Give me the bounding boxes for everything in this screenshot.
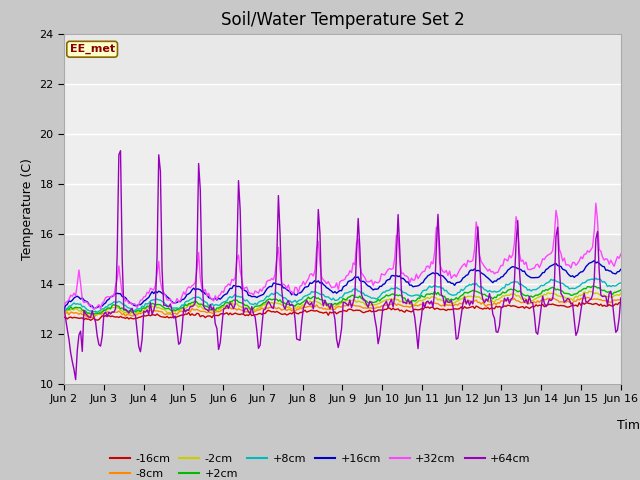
Y-axis label: Temperature (C): Temperature (C) (20, 158, 34, 260)
Legend: -16cm, -8cm, -2cm, +2cm, +8cm, +16cm, +32cm, +64cm: -16cm, -8cm, -2cm, +2cm, +8cm, +16cm, +3… (105, 449, 535, 480)
Text: EE_met: EE_met (70, 44, 115, 54)
Title: Soil/Water Temperature Set 2: Soil/Water Temperature Set 2 (221, 11, 464, 29)
Bar (64, 84, 621, 234)
X-axis label: Time: Time (616, 419, 640, 432)
